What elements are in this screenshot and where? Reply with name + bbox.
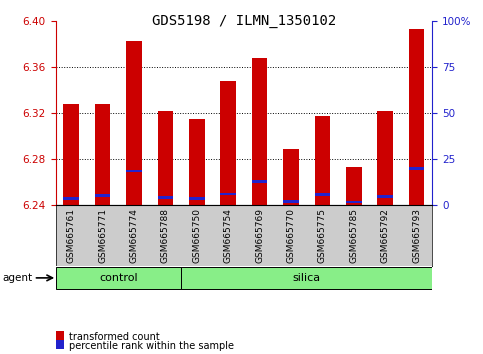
Bar [95,104,111,205]
Text: transformed count: transformed count [69,332,160,342]
Bar [346,167,362,205]
Bar [126,170,142,172]
Text: GSM665750: GSM665750 [192,208,201,263]
Text: control: control [99,273,138,283]
Bar [283,200,299,202]
Bar [181,267,432,289]
Text: GSM665792: GSM665792 [381,208,390,263]
Text: GDS5198 / ILMN_1350102: GDS5198 / ILMN_1350102 [152,14,336,28]
Text: percentile rank within the sample: percentile rank within the sample [69,341,234,351]
Bar [283,149,299,205]
Bar [157,111,173,205]
Bar [157,196,173,199]
Bar [409,167,425,170]
Text: GSM665775: GSM665775 [318,208,327,263]
Bar [409,29,425,205]
Bar [220,193,236,195]
Bar [377,111,393,205]
Text: GSM665793: GSM665793 [412,208,421,263]
Text: silica: silica [293,273,321,283]
Bar [189,119,205,205]
Text: GSM665769: GSM665769 [255,208,264,263]
Bar [63,104,79,205]
Bar [314,194,330,196]
Bar [63,198,79,200]
Bar [56,267,181,289]
Bar [189,197,205,200]
Bar [220,81,236,205]
Bar [95,194,111,197]
Text: GSM665771: GSM665771 [98,208,107,263]
Text: GSM665761: GSM665761 [67,208,76,263]
Bar [252,180,268,183]
Bar [314,116,330,205]
Text: GSM665788: GSM665788 [161,208,170,263]
Text: agent: agent [2,273,32,283]
Bar [126,41,142,205]
Text: GSM665774: GSM665774 [129,208,139,263]
Text: GSM665785: GSM665785 [349,208,358,263]
Text: GSM665770: GSM665770 [286,208,296,263]
Bar [346,201,362,204]
Bar [377,195,393,198]
Bar [252,58,268,205]
Text: GSM665754: GSM665754 [224,208,233,263]
